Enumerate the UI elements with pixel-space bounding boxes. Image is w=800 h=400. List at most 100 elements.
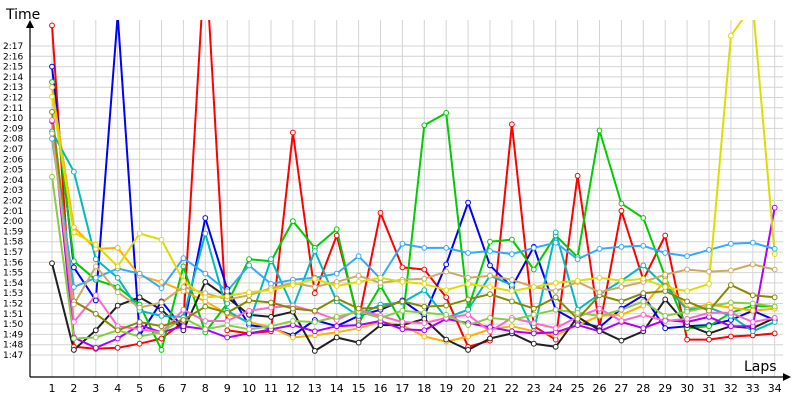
data-point xyxy=(706,336,712,343)
data-point xyxy=(596,305,603,312)
data-point xyxy=(552,343,559,350)
data-point xyxy=(71,229,77,236)
data-point xyxy=(92,310,99,317)
data-point xyxy=(618,298,625,305)
y-tick-label: 1:58 xyxy=(3,238,23,248)
data-point xyxy=(202,215,209,221)
data-point xyxy=(771,294,778,301)
data-point xyxy=(202,294,209,301)
y-tick-label: 1:57 xyxy=(3,248,23,258)
data-point xyxy=(158,347,165,353)
data-point xyxy=(202,270,209,277)
data-point xyxy=(268,304,274,311)
x-tick-label: 2 xyxy=(70,382,77,395)
data-point xyxy=(728,299,734,306)
y-tick-label: 2:06 xyxy=(3,155,23,165)
data-point xyxy=(158,323,165,330)
data-point xyxy=(552,239,559,246)
data-point xyxy=(443,311,450,318)
data-point xyxy=(771,315,778,321)
x-tick-label: 10 xyxy=(242,382,256,395)
data-point xyxy=(487,315,493,321)
data-point xyxy=(136,270,143,277)
data-point xyxy=(114,263,121,270)
data-point xyxy=(662,296,669,303)
data-point xyxy=(509,282,515,288)
data-point xyxy=(443,268,450,275)
y-tick-label: 2:03 xyxy=(3,186,23,196)
data-point xyxy=(355,339,362,346)
data-point xyxy=(268,323,274,330)
data-point xyxy=(728,282,734,288)
y-tick-label: 1:56 xyxy=(3,258,23,268)
data-point xyxy=(333,270,340,277)
data-point xyxy=(465,250,472,256)
data-point xyxy=(618,318,625,324)
data-point xyxy=(421,333,428,340)
series-line xyxy=(51,20,776,299)
x-axis-title: Laps xyxy=(744,359,777,375)
data-point xyxy=(574,309,581,316)
y-tick-label: 2:15 xyxy=(3,63,23,73)
x-tick-label: 8 xyxy=(202,382,209,395)
data-point xyxy=(202,318,209,324)
y-tick-label: 1:47 xyxy=(3,351,23,361)
y-tick-label: 1:49 xyxy=(3,330,23,340)
data-point xyxy=(749,261,756,268)
data-point xyxy=(246,289,253,296)
data-point xyxy=(114,274,121,281)
data-point xyxy=(684,298,690,305)
data-point xyxy=(136,340,143,347)
data-point xyxy=(49,63,55,70)
data-point xyxy=(596,246,603,252)
data-point xyxy=(49,117,55,124)
data-point xyxy=(158,329,165,336)
data-point xyxy=(552,306,559,313)
data-point xyxy=(771,204,778,211)
data-point xyxy=(771,251,778,258)
data-point xyxy=(421,275,428,282)
data-point xyxy=(202,326,209,333)
data-point xyxy=(640,275,647,282)
data-point xyxy=(268,299,274,306)
data-point xyxy=(92,344,99,351)
data-point xyxy=(421,266,428,273)
data-point xyxy=(158,306,165,313)
data-point xyxy=(49,173,55,180)
data-point xyxy=(640,242,647,249)
x-tick-label: 16 xyxy=(374,382,388,395)
data-point xyxy=(618,284,625,290)
data-point xyxy=(246,326,253,333)
data-point xyxy=(180,317,187,323)
data-point xyxy=(158,279,165,285)
x-tick-label: 3 xyxy=(92,382,99,395)
data-point xyxy=(290,282,296,288)
x-tick-label: 32 xyxy=(724,382,738,395)
data-point xyxy=(640,215,647,221)
x-tick-label: 6 xyxy=(158,382,165,395)
data-point xyxy=(487,291,493,298)
data-point xyxy=(443,294,450,301)
data-point xyxy=(662,284,669,290)
data-point xyxy=(465,333,472,340)
data-point xyxy=(421,303,428,310)
data-point xyxy=(552,229,559,236)
data-point xyxy=(662,232,669,239)
y-tick-label: 1:48 xyxy=(3,341,23,351)
data-point xyxy=(180,306,187,313)
data-point xyxy=(728,267,734,274)
y-tick-label: 1:59 xyxy=(3,227,23,237)
data-point xyxy=(509,298,515,305)
y-tick-label: 2:12 xyxy=(3,94,23,104)
data-point xyxy=(49,22,55,29)
data-point xyxy=(443,336,450,343)
x-tick-label: 9 xyxy=(224,382,231,395)
data-point xyxy=(487,272,493,279)
data-point xyxy=(465,347,472,353)
data-point xyxy=(487,238,493,245)
data-point xyxy=(71,301,77,308)
data-point xyxy=(311,319,318,325)
data-point xyxy=(706,330,712,337)
